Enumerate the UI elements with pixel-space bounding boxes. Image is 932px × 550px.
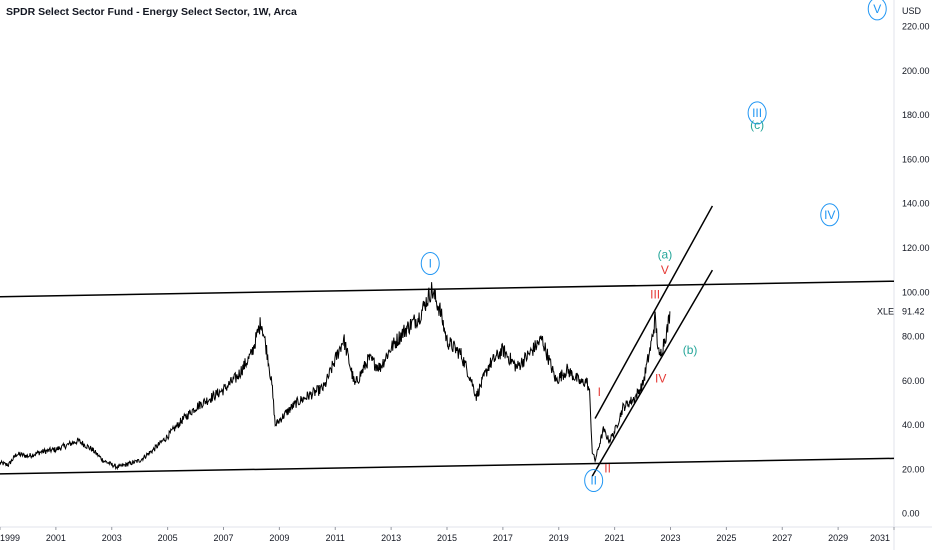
x-tick-label: 2023 (660, 533, 680, 543)
y-tick-label: 160.00 (902, 154, 930, 164)
x-tick-label: 1999 (0, 533, 20, 543)
wave-circle (820, 203, 840, 227)
x-tick-label: 2013 (381, 533, 401, 543)
x-tick-label: 2005 (158, 533, 178, 543)
y-tick-label: 80.00 (902, 332, 925, 342)
wave-circle (584, 469, 604, 492)
y-tick-label: 100.00 (902, 287, 930, 297)
wave-label: (b) (683, 343, 698, 357)
y-tick-label: 140.00 (902, 199, 930, 209)
x-tick-label: 2009 (269, 533, 289, 543)
symbol-label: XLE (877, 306, 894, 316)
x-tick-label: 2003 (102, 533, 122, 543)
last-price-label: 91.42 (902, 306, 925, 316)
x-tick-label: 2029 (828, 533, 848, 543)
wave-circle (747, 101, 767, 125)
y-tick-label: 40.00 (902, 420, 925, 430)
x-tick-label: 2019 (549, 533, 569, 543)
x-tick-label: 2021 (605, 533, 625, 543)
x-tick-label: 2031 (870, 533, 890, 543)
wave-label: (a) (658, 248, 673, 262)
wave-label: V (873, 2, 881, 16)
wave-label: II (590, 474, 597, 488)
x-tick-label: 2027 (772, 533, 792, 543)
x-tick-label: 2017 (493, 533, 513, 543)
wave-label: III (752, 106, 762, 120)
y-tick-label: 220.00 (902, 22, 930, 32)
price-line (0, 282, 671, 471)
wave-label: III (650, 288, 660, 302)
wave-circle (420, 252, 440, 275)
chart-title: SPDR Select Sector Fund - Energy Select … (6, 6, 297, 18)
x-tick-label: 2001 (46, 533, 66, 543)
wave-label: IV (655, 372, 666, 386)
x-tick-label: 2015 (437, 533, 457, 543)
x-tick-label: 2007 (213, 533, 233, 543)
wave-label: I (429, 257, 432, 271)
wave-label: (c) (750, 118, 764, 132)
wave-channel-lower-line[interactable] (591, 269, 714, 477)
channel-lower-line[interactable] (0, 457, 895, 475)
y-tick-label: 20.00 (902, 464, 925, 474)
y-tick-label: 180.00 (902, 110, 930, 120)
wave-label: IV (824, 208, 835, 222)
y-tick-label: 200.00 (902, 66, 930, 76)
wave-label: II (604, 461, 611, 475)
y-tick-label: 0.00 (902, 509, 920, 519)
wave-label: V (661, 263, 669, 277)
wave-label: I (598, 385, 601, 399)
y-tick-label: 60.00 (902, 376, 925, 386)
x-tick-label: 2011 (326, 533, 345, 543)
wave-channel-upper-line[interactable] (594, 205, 714, 419)
y-tick-label: 120.00 (902, 243, 930, 253)
channel-upper-line[interactable] (0, 280, 895, 298)
currency-label: USD (902, 6, 922, 16)
x-tick-label: 2025 (716, 533, 736, 543)
